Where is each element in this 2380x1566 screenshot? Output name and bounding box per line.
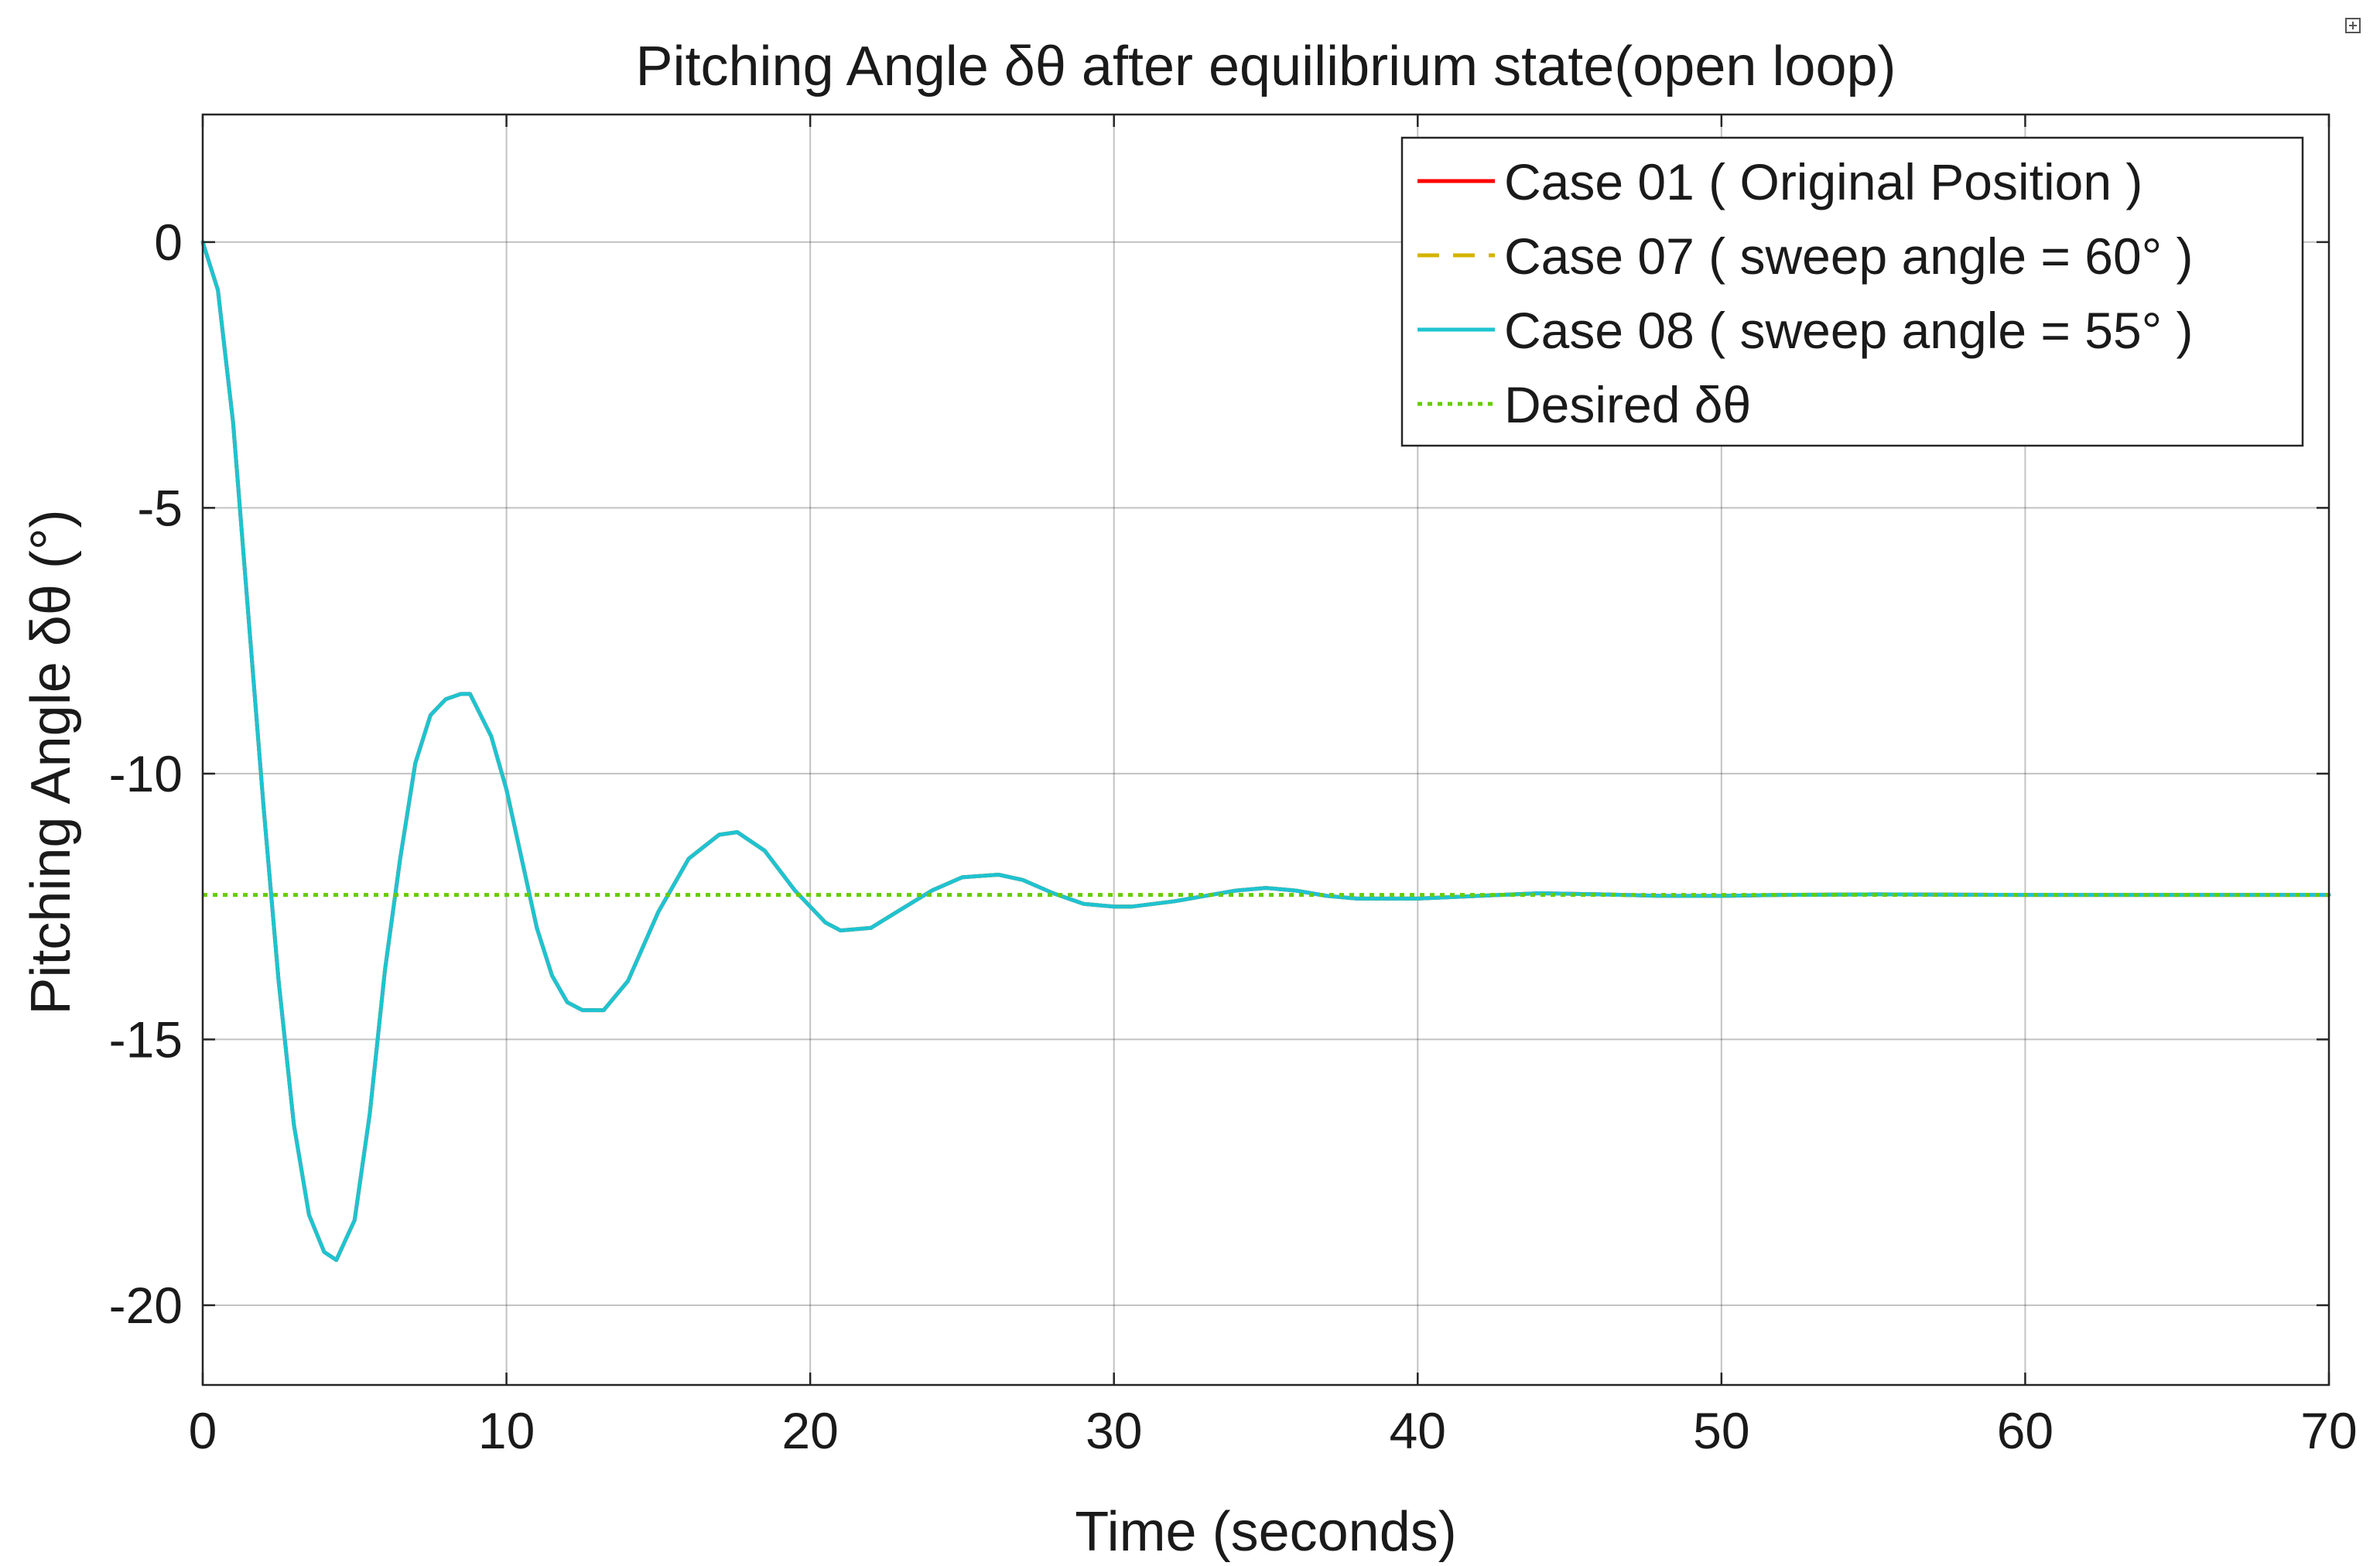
y-axis-title: Pitching Angle δθ (°) — [20, 509, 82, 1014]
y-tick-label: -15 — [109, 1010, 183, 1068]
x-tick-label: 40 — [1390, 1402, 1446, 1459]
x-tick-label: 50 — [1693, 1402, 1749, 1459]
legend-label-2: Case 07 ( sweep angle = 60° ) — [1504, 227, 2193, 285]
expand-icon[interactable] — [2345, 18, 2361, 33]
legend-box — [1400, 136, 2304, 447]
x-tick-label: 0 — [189, 1402, 217, 1459]
plot-frame — [201, 113, 2330, 1386]
x-axis-title: Time (seconds) — [1075, 1501, 1456, 1563]
x-tick-label: 70 — [2300, 1402, 2357, 1459]
x-tick-label: 60 — [1997, 1402, 2053, 1459]
y-tick-label: -20 — [109, 1277, 183, 1334]
y-tick-label: 0 — [154, 214, 183, 271]
x-tick-label: 20 — [781, 1402, 838, 1459]
legend: Case 01 ( Original Position ) Case 07 ( s… — [1400, 136, 2304, 447]
x-tick-label: 10 — [478, 1402, 535, 1459]
y-tick-label: -5 — [137, 479, 183, 536]
legend-label-1: Case 01 ( Original Position ) — [1504, 153, 2142, 210]
legend-label-3: Case 08 ( sweep angle = 55° ) — [1504, 302, 2193, 359]
x-tick-label: 30 — [1086, 1402, 1142, 1459]
plot-series — [200, 240, 2331, 1262]
y-tick-label: -10 — [109, 745, 183, 802]
legend-label-4: Desired δθ — [1504, 376, 1751, 433]
axis-ticks: 0 10 20 30 40 50 60 70 0 -5 -10 -15 -20 — [109, 115, 2358, 1459]
chart-title: Pitching Angle δθ after equilibrium stat… — [635, 36, 1896, 97]
series-line-3 — [200, 240, 2331, 1262]
